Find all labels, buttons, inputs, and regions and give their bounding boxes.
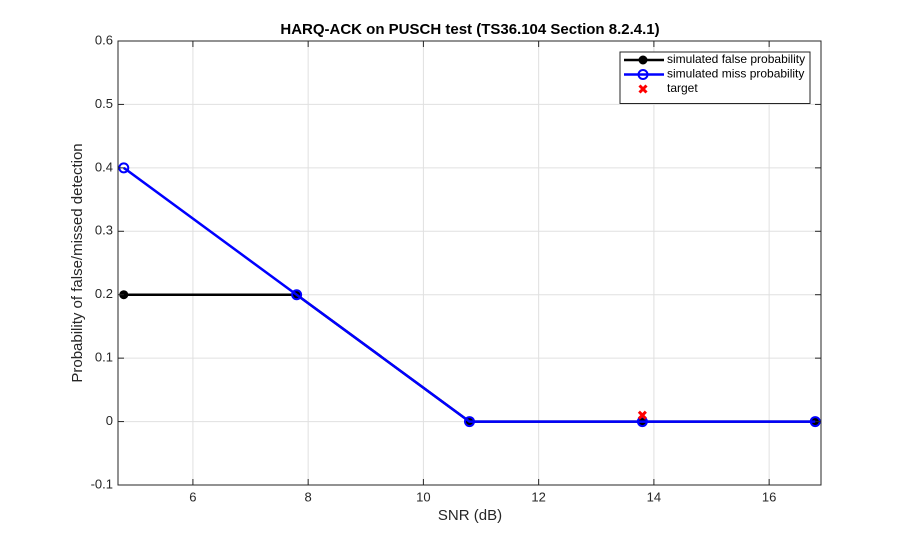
x-tick-label: 10 (416, 489, 430, 504)
y-tick-label: 0.4 (95, 159, 113, 174)
x-tick-label: 8 (305, 489, 312, 504)
marker (637, 410, 647, 420)
marker (291, 289, 303, 301)
legend-label: simulated miss probability (667, 67, 804, 81)
legend-label: simulated false probability (667, 52, 805, 66)
chart-title: HARQ-ACK on PUSCH test (TS36.104 Section… (280, 21, 659, 38)
x-tick-label: 14 (647, 489, 661, 504)
x-axis-label: SNR (dB) (438, 507, 502, 524)
y-axis-label: Probability of false/missed detection (69, 143, 86, 382)
y-tick-label: 0.2 (95, 286, 113, 301)
legend-label: target (667, 81, 698, 95)
series-line (123, 166, 816, 423)
y-tick-label: 0.6 (95, 32, 113, 47)
y-tick-label: 0 (106, 413, 113, 428)
plot-area (118, 41, 821, 485)
y-tick-label: 0.3 (95, 223, 113, 238)
x-tick-label: 12 (531, 489, 545, 504)
y-tick-label: 0.5 (95, 96, 113, 111)
marker (638, 55, 648, 65)
x-tick-label: 16 (762, 489, 776, 504)
axes-box (117, 40, 822, 486)
marker (464, 416, 475, 428)
y-tick-label: 0.1 (95, 350, 113, 365)
marker (637, 69, 649, 80)
marker (638, 84, 648, 94)
y-tick-label: -0.1 (91, 476, 113, 491)
x-tick-label: 6 (189, 489, 196, 504)
